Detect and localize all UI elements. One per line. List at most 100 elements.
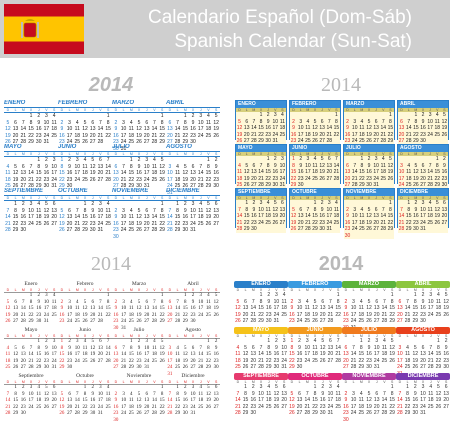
day-cell: 12 (12, 170, 19, 176)
day-cell: 5 (390, 338, 394, 344)
day-cell: 22 (312, 219, 318, 226)
weekday-label: M (305, 380, 309, 384)
day-cell: 12 (319, 162, 325, 169)
day-cell: 1 (259, 112, 263, 118)
day-cell: 3 (199, 293, 202, 298)
day-cell: 24 (190, 404, 196, 410)
day-cell: 7 (153, 207, 156, 214)
day-cell: 9 (344, 397, 348, 403)
day-cell: 9 (114, 306, 118, 311)
weekday-label: S (389, 108, 392, 112)
day-cell: 11 (358, 305, 364, 311)
day-cell: 21 (151, 404, 157, 410)
day-cell: 16 (113, 220, 119, 227)
day-cell: 27 (113, 365, 119, 370)
day-cell: 16 (420, 305, 426, 311)
day-cell: 8 (359, 344, 363, 351)
day-cell: 30 (420, 138, 426, 144)
weekday-label: V (382, 196, 385, 200)
day-cell: 16 (36, 306, 42, 311)
day-cell: 19 (5, 312, 11, 318)
day-cell: 7 (29, 163, 33, 170)
day-cell: 20 (51, 214, 57, 220)
day-cell: 5 (183, 163, 187, 170)
day-cell: 10 (28, 391, 34, 397)
day-cell: 18 (128, 220, 135, 227)
day-cell: 19 (59, 404, 65, 410)
day-cell: 11 (36, 207, 42, 214)
day-cell: 14 (380, 213, 387, 219)
day-cell: 20 (90, 312, 96, 318)
day-cell: 5 (207, 201, 210, 207)
day-cell: 1 (160, 113, 164, 119)
day-cell: 19 (272, 213, 279, 219)
day-cell: 17 (427, 125, 433, 131)
day-cell: 9 (321, 390, 325, 397)
weekday-label: V (45, 108, 48, 112)
month-julio: Julio D L M X J V S 1 2 3 4 5 6 7 8 9 10 11 12 13 14 15 16 17 18 1… (112, 327, 166, 370)
weekday-label: V (275, 334, 278, 338)
weekday-label: L (176, 334, 179, 338)
day-cell: 8 (176, 391, 179, 397)
weekday-label: M (183, 288, 187, 292)
day-cell: 15 (159, 306, 165, 311)
day-cell: 2 (191, 293, 195, 298)
day-cell: 12 (5, 306, 11, 311)
day-cell: 13 (296, 397, 303, 403)
days-grid: 1 2 3 4 5 6 7 8 9 10 11 12 13 14 15 16 17 18 19 20 21 22 23 24 2… (58, 201, 112, 234)
day-cell: 9 (22, 391, 25, 397)
day-cell: 9 (91, 207, 95, 214)
day-cell: 14 (97, 126, 104, 132)
day-cell: 30 (213, 183, 219, 189)
day-cell: 2 (413, 384, 417, 390)
day-cell: 7 (383, 298, 386, 305)
weekday-label: V (45, 334, 48, 338)
day-cell: 18 (235, 357, 241, 364)
day-cell: 30 (273, 364, 280, 370)
day-cell: 8 (106, 299, 110, 305)
day-cell: 1 (406, 384, 409, 390)
day-cell: 4 (130, 391, 133, 397)
weekday-label: J (267, 334, 270, 338)
day-cell: 10 (74, 163, 81, 170)
weekday-label: J (321, 334, 324, 338)
day-cell: 18 (427, 397, 434, 403)
day-cell: 3 (353, 118, 357, 125)
weekday-label: X (29, 108, 33, 112)
day-cell: 11 (74, 126, 80, 132)
month-name: ENERO (236, 101, 286, 108)
day-cell: 6 (320, 118, 324, 125)
day-cell: 2 (346, 206, 349, 213)
day-cell: 13 (250, 351, 257, 357)
day-cell: 4 (176, 345, 179, 351)
day-cell: 15 (258, 125, 264, 131)
day-cell: 6 (214, 201, 218, 207)
day-cell: 30 (319, 410, 326, 416)
day-cell: 30 (136, 365, 142, 370)
month-abril: Abril D L M X J V S 1 2 3 4 5 6 7 8 9 10 11 12 13 14 15 16 17 18 1… (166, 281, 220, 324)
day-cell: 31 (120, 145, 127, 152)
day-cell: 20 (326, 169, 333, 175)
day-cell: 4 (437, 292, 440, 298)
day-cell: 7 (6, 207, 10, 214)
day-cell: 12 (235, 305, 241, 311)
weekday-label: M (360, 108, 364, 112)
day-cell: 2 (443, 156, 446, 162)
day-cell: 21 (304, 403, 311, 410)
month-noviembre: NOVIEMBRE D L M X J V S 1 2 3 4 5 6 7 8 9 10 11 12 13 14 15 16 1… (112, 188, 166, 240)
day-cell: 13 (326, 162, 333, 169)
weekday-label: S (214, 108, 218, 112)
day-cell: 19 (366, 219, 372, 226)
day-cell: 3 (299, 118, 303, 125)
weekday-label: S (444, 288, 448, 292)
day-cell: 27 (373, 318, 380, 324)
day-cell: 27 (420, 182, 426, 188)
day-cell: 31 (97, 411, 103, 416)
weekday-label: D (292, 108, 295, 112)
weekday-label: L (406, 334, 409, 338)
weekday-label: L (245, 108, 248, 112)
day-cell: 8 (435, 162, 439, 169)
day-cell: 9 (214, 345, 218, 351)
day-cell: 22 (258, 131, 264, 138)
